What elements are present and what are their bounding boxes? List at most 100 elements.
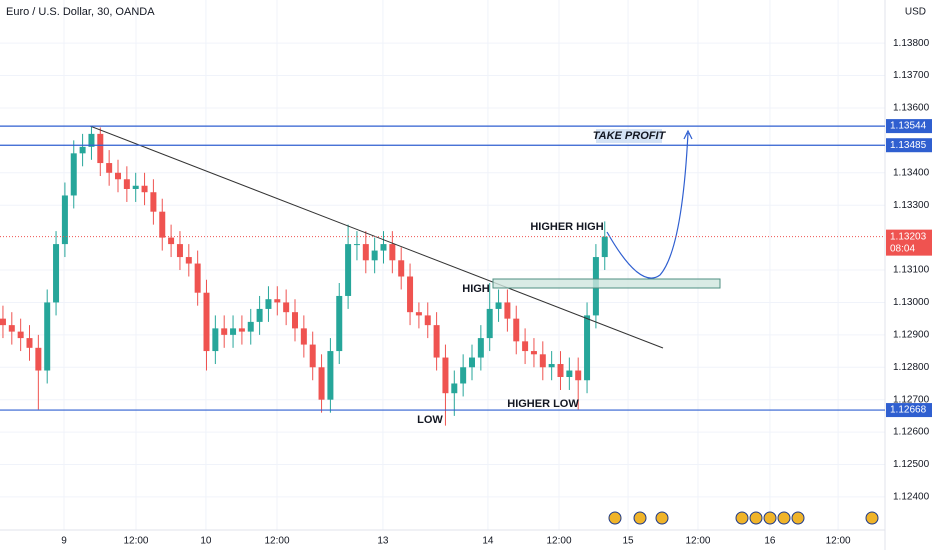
candle-body xyxy=(292,312,298,329)
candle-body xyxy=(88,133,95,147)
candle-body xyxy=(53,244,60,303)
candle-body xyxy=(584,315,591,381)
candle-body xyxy=(327,351,334,400)
y-tick-label: 1.13400 xyxy=(893,167,930,178)
x-tick-label: 12:00 xyxy=(123,536,148,547)
candle-body xyxy=(433,325,440,358)
projection xyxy=(606,132,689,279)
level-label: 1.13544 xyxy=(890,121,927,132)
event-icon xyxy=(865,511,879,525)
candle-body xyxy=(601,236,608,258)
x-tick-label: 13 xyxy=(377,536,389,547)
candle-body xyxy=(44,302,51,371)
candle-body xyxy=(168,237,175,245)
candle-body xyxy=(247,321,254,332)
candle-body xyxy=(274,299,281,303)
event-icon xyxy=(749,511,763,525)
level-label: 1.13485 xyxy=(890,140,927,151)
trendline xyxy=(89,125,664,349)
candle-body xyxy=(522,341,529,352)
overlay: 1.13800 1.13700 1.13600 1.13400 1.13300 1.131… xyxy=(0,38,932,547)
candle-body xyxy=(451,383,458,394)
countdown: 08:04 xyxy=(890,243,915,254)
annotation: HIGHER LOW xyxy=(507,398,579,410)
candle-body xyxy=(212,328,219,352)
candle-body xyxy=(539,354,546,368)
candle-body xyxy=(371,250,378,261)
candle-body xyxy=(194,263,201,293)
y-tick-label: 1.13800 xyxy=(893,38,930,49)
candle-body xyxy=(283,302,290,313)
candle-body xyxy=(486,308,493,339)
zone xyxy=(492,278,721,289)
candle-body xyxy=(256,308,263,322)
candle-body xyxy=(61,195,68,245)
x-tick-label: 10 xyxy=(200,536,212,547)
candle-body xyxy=(336,295,343,352)
candle-body xyxy=(230,328,237,335)
x-tick-label: 12:00 xyxy=(547,536,572,547)
candle-body xyxy=(185,257,192,264)
level-label-bg xyxy=(886,403,932,418)
arrow-head xyxy=(683,129,693,140)
candle-body xyxy=(495,302,502,309)
x-tick-label: 12:00 xyxy=(685,536,710,547)
y-tick-label: 1.13300 xyxy=(893,200,930,211)
candle-body xyxy=(389,244,396,261)
event-icon xyxy=(791,511,805,525)
candle-body xyxy=(203,292,210,352)
candle-body xyxy=(362,244,369,261)
annotation-bg xyxy=(596,129,662,143)
candle-body xyxy=(469,357,475,368)
candle-body xyxy=(575,370,582,381)
last-price-label: 1.13203 xyxy=(890,231,927,242)
candle-body xyxy=(97,133,104,164)
candle-body xyxy=(35,347,42,371)
candle-body xyxy=(353,244,360,246)
candle-body xyxy=(159,211,166,238)
candle-body xyxy=(557,364,564,377)
y-tick-label: 1.12900 xyxy=(893,329,930,340)
candle-body xyxy=(504,302,511,319)
last-price-bg xyxy=(886,229,932,256)
y-tick-label: 1.12600 xyxy=(893,427,930,438)
x-tick-label: 9 xyxy=(61,536,67,547)
annotation: LOW xyxy=(417,414,443,426)
x-tick-label: 12:00 xyxy=(826,536,851,547)
y-tick-label: 1.12800 xyxy=(893,362,930,373)
candle-body xyxy=(530,351,537,355)
candle-body xyxy=(176,244,183,258)
grid xyxy=(0,0,885,530)
candle-body xyxy=(407,276,414,313)
annotation: HIGH xyxy=(462,283,490,295)
candle-body xyxy=(26,338,33,348)
candle-body xyxy=(70,153,77,196)
level-label-bg xyxy=(886,138,932,153)
candle-body xyxy=(442,357,449,394)
candle-body xyxy=(8,325,15,332)
event-icon xyxy=(655,511,669,525)
candle-body xyxy=(79,146,86,154)
candle-body xyxy=(221,328,228,335)
event-icon xyxy=(735,511,749,525)
candle-body xyxy=(318,367,325,400)
chart-title: Euro / U.S. Dollar, 30, OANDA xyxy=(6,6,155,18)
y-tick-label: 1.13600 xyxy=(893,103,930,114)
level-label-bg xyxy=(886,119,932,134)
candle-body xyxy=(300,328,307,345)
candle-body xyxy=(150,192,157,212)
candle-body xyxy=(17,331,24,339)
candle-body xyxy=(123,179,130,189)
y-tick-label: 1.12700 xyxy=(893,394,930,405)
x-tick-label: 12:00 xyxy=(264,536,289,547)
event-icon xyxy=(763,511,777,525)
currency: USD xyxy=(905,7,926,18)
candle-body xyxy=(141,185,148,193)
candle-body xyxy=(415,312,422,316)
y-tick-label: 1.12400 xyxy=(893,492,930,503)
x-tick-label: 14 xyxy=(482,536,494,547)
candle-body xyxy=(424,315,431,326)
candle-body xyxy=(106,163,113,173)
candle-body xyxy=(309,344,316,368)
event-icon xyxy=(777,511,791,525)
